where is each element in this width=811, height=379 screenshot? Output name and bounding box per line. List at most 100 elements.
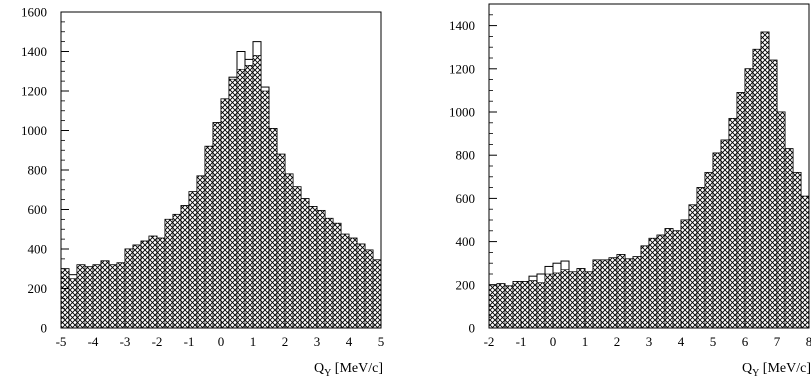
histogram-bin bbox=[260, 90, 270, 329]
histogram-bin bbox=[712, 152, 722, 329]
hatched-histogram bbox=[488, 31, 810, 329]
histogram-bin bbox=[656, 234, 666, 329]
histogram-bin bbox=[220, 98, 230, 329]
y-tick-label: 0 bbox=[469, 321, 476, 336]
histogram-bin bbox=[632, 256, 642, 329]
histogram-bin bbox=[680, 219, 690, 329]
x-axis-label-symbol: Q bbox=[314, 361, 324, 376]
x-tick-label: -4 bbox=[88, 334, 99, 349]
histogram-bin bbox=[324, 218, 334, 329]
x-axis-label: QY [MeV/c] bbox=[314, 361, 383, 379]
left-histogram-panel: -5 -4 -3 -2 -1 0 1 2 3 4 5 0 200 400 600 800 1000 1200 140… bbox=[21, 5, 384, 379]
y-tick-label: 600 bbox=[28, 202, 48, 217]
x-tick-label: 5 bbox=[710, 334, 717, 349]
histogram-bin bbox=[148, 235, 158, 329]
histogram-bin bbox=[300, 198, 310, 329]
histogram-bin bbox=[204, 146, 214, 329]
x-axis-label-subscript: Y bbox=[324, 368, 331, 379]
histogram-bin bbox=[108, 264, 118, 329]
histogram-bin bbox=[648, 238, 658, 329]
histogram-bin bbox=[308, 206, 318, 329]
histogram-bin bbox=[340, 233, 350, 329]
y-tick-label: 1600 bbox=[21, 5, 47, 20]
y-tick-label: 200 bbox=[456, 277, 476, 292]
y-tick-label: 1000 bbox=[21, 123, 47, 138]
histogram-bin bbox=[100, 260, 110, 329]
y-tick-label: 1400 bbox=[449, 18, 475, 33]
y-tick-label: 1200 bbox=[449, 61, 475, 76]
histogram-bin bbox=[84, 266, 94, 329]
histogram-bin bbox=[568, 271, 578, 329]
y-tick-label: 800 bbox=[456, 148, 476, 163]
y-tick-label: 200 bbox=[28, 281, 48, 296]
hatched-histogram bbox=[60, 55, 382, 329]
x-axis-label-unit: [MeV/c] bbox=[763, 361, 811, 376]
histogram-bin bbox=[616, 254, 626, 329]
histogram-bin bbox=[68, 278, 78, 329]
histogram-bin bbox=[736, 92, 746, 329]
histogram-bin bbox=[140, 240, 150, 329]
x-tick-label: 6 bbox=[742, 334, 749, 349]
histogram-bin bbox=[672, 230, 682, 329]
histogram-bin bbox=[752, 49, 762, 329]
x-tick-label: 3 bbox=[646, 334, 653, 349]
histogram-bin bbox=[800, 195, 810, 329]
histogram-bin bbox=[236, 68, 246, 329]
x-tick-label: 0 bbox=[550, 334, 557, 349]
histogram-bin bbox=[560, 269, 570, 329]
histogram-bin bbox=[276, 153, 286, 329]
y-tick-label: 1000 bbox=[449, 105, 475, 120]
x-tick-label: 5 bbox=[378, 334, 385, 349]
y-tick-label: 800 bbox=[28, 163, 48, 178]
histogram-bin bbox=[640, 245, 650, 329]
y-tick-label: 1200 bbox=[21, 84, 47, 99]
histogram-bin bbox=[624, 258, 634, 329]
histogram-bin bbox=[504, 285, 514, 329]
x-axis-label-subscript: Y bbox=[752, 368, 759, 379]
y-tick-label: 400 bbox=[456, 234, 476, 249]
histogram-bin bbox=[528, 280, 538, 329]
histogram-bin bbox=[592, 259, 602, 329]
histogram-bin bbox=[124, 248, 134, 329]
histogram-bin bbox=[584, 271, 594, 329]
x-tick-label: 1 bbox=[250, 334, 257, 349]
histogram-bin bbox=[760, 31, 770, 329]
histogram-bin bbox=[688, 204, 698, 329]
histogram-bin bbox=[600, 259, 610, 329]
histogram-bin bbox=[728, 118, 738, 329]
histogram-bin bbox=[188, 191, 198, 329]
x-tick-label: -2 bbox=[152, 334, 163, 349]
x-tick-label: 4 bbox=[346, 334, 353, 349]
histogram-bin bbox=[164, 219, 174, 329]
histogram-bin bbox=[792, 172, 802, 329]
x-tick-label: -5 bbox=[56, 334, 67, 349]
histogram-bin bbox=[704, 172, 714, 329]
histogram-bin bbox=[720, 139, 730, 329]
histogram-bin bbox=[608, 257, 618, 329]
histogram-bin bbox=[696, 187, 706, 329]
x-axis-label: QY [MeV/c] bbox=[742, 361, 811, 379]
histogram-bin bbox=[536, 282, 546, 329]
histogram-bin bbox=[332, 223, 342, 329]
y-tick-label: 1400 bbox=[21, 44, 47, 59]
histogram-bin bbox=[172, 214, 182, 329]
histogram-bin bbox=[372, 259, 382, 329]
histogram-bin bbox=[132, 244, 142, 329]
histogram-bin bbox=[244, 65, 254, 329]
histogram-bin bbox=[768, 59, 778, 329]
histogram-bin bbox=[784, 148, 794, 329]
histogram-bin bbox=[776, 111, 786, 329]
histogram-bin bbox=[284, 173, 294, 329]
histogram-bin bbox=[576, 268, 586, 329]
histogram-bin bbox=[744, 68, 754, 329]
x-tick-label: -3 bbox=[120, 334, 131, 349]
histogram-bin bbox=[268, 128, 278, 329]
histogram-bin bbox=[664, 228, 674, 329]
histogram-bin bbox=[364, 249, 374, 329]
x-tick-label: 7 bbox=[774, 334, 781, 349]
x-tick-label: -2 bbox=[484, 334, 495, 349]
x-tick-label: -1 bbox=[516, 334, 527, 349]
histogram-bin bbox=[292, 186, 302, 329]
x-tick-label: 0 bbox=[218, 334, 225, 349]
